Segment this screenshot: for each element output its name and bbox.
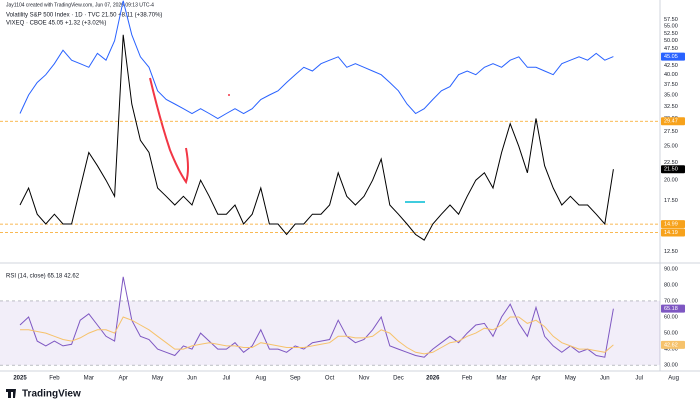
x-tick-label: Sep — [290, 376, 301, 382]
series-line — [20, 316, 614, 355]
y-tick-label: 60.00 — [664, 314, 678, 320]
legend-vixeq: VIXEQ · CBOE 45.05 +1.32 (+3.02%) — [6, 21, 106, 27]
price-tag — [661, 340, 685, 349]
x-tick-label: Jun — [187, 376, 197, 382]
y-tick-label: 22.50 — [664, 160, 678, 166]
y-tick-label: 25.00 — [664, 144, 678, 150]
y-tick-label: 50.00 — [664, 331, 678, 337]
x-tick-label: Apr — [531, 376, 540, 382]
x-tick-label: May — [565, 376, 576, 382]
price-tag-label: 42.62 — [664, 342, 678, 348]
credit: Jay1104 created with TradingView.com, Ju… — [6, 2, 154, 8]
x-tick-label: Jul — [635, 376, 643, 382]
x-tick-label: Jul — [223, 376, 231, 382]
y-tick-label: 57.50 — [664, 17, 678, 23]
price-tag-label: 45.05 — [664, 54, 678, 60]
y-tick-label: 70.00 — [664, 298, 678, 304]
y-tick-label: 50.00 — [664, 38, 678, 44]
x-tick-label: 2026 — [426, 376, 440, 382]
pane — [0, 276, 660, 366]
x-tick-label: Dec — [393, 376, 404, 382]
y-tick-label: 17.50 — [664, 198, 678, 204]
series-line — [19, 0, 614, 120]
x-tick-label: Aug — [668, 376, 679, 382]
series-line — [19, 34, 614, 241]
price-tag — [661, 117, 685, 126]
y-tick-label: 80.00 — [664, 282, 678, 288]
drawing — [228, 94, 230, 96]
y-tick-label: 90.00 — [664, 266, 678, 272]
y-tick-label: 30.00 — [664, 363, 678, 369]
x-tick-label: Apr — [119, 376, 128, 382]
x-tick-label: Aug — [255, 376, 266, 382]
y-tick-label: 40.00 — [664, 72, 678, 78]
x-tick-label: Feb — [462, 376, 473, 382]
price-tag — [661, 52, 685, 61]
price-tag-label: 14.19 — [664, 230, 678, 236]
x-tick-label: Mar — [496, 376, 506, 382]
price-tag-label: 21.50 — [664, 167, 678, 173]
y-tick-label: 37.50 — [664, 82, 678, 88]
price-tag-label: 65.18 — [664, 306, 678, 312]
legend-rsi: RSI (14, close) 65.18 42.62 — [6, 274, 80, 280]
y-tick-label: 40.00 — [664, 347, 678, 353]
logo: TradingView — [22, 389, 81, 400]
x-tick-label: Jun — [600, 376, 610, 382]
y-tick-label: 47.50 — [664, 46, 678, 52]
y-tick-label: 35.00 — [664, 92, 678, 98]
logo-icon — [6, 389, 16, 398]
y-tick-label: 27.50 — [664, 129, 678, 135]
y-tick-label: 42.50 — [664, 63, 678, 69]
x-tick-label: Nov — [359, 376, 370, 382]
price-tag-label: 14.99 — [664, 222, 678, 228]
pane — [0, 0, 660, 241]
price-tag — [661, 228, 685, 237]
price-tag — [661, 304, 685, 313]
x-tick-label: Oct — [325, 376, 335, 382]
price-tag — [661, 220, 685, 229]
series-line — [19, 276, 614, 358]
x-tick-label: 2025 — [13, 376, 27, 382]
rsi-band — [0, 300, 660, 366]
x-tick-label: Mar — [84, 376, 94, 382]
price-tag — [661, 165, 685, 174]
y-tick-label: 32.50 — [664, 104, 678, 110]
x-tick-label: May — [152, 376, 163, 382]
drawing — [149, 77, 189, 185]
x-tick-label: Feb — [49, 376, 60, 382]
y-tick-label: 20.00 — [664, 178, 678, 184]
legend-vix: Volatility S&P 500 Index · 1D · TVC 21.5… — [6, 13, 162, 19]
y-tick-label: 12.50 — [664, 249, 678, 255]
y-tick-label: 55.00 — [664, 24, 678, 30]
y-tick-label: 52.50 — [664, 31, 678, 37]
price-tag-label: 29.47 — [664, 119, 678, 125]
